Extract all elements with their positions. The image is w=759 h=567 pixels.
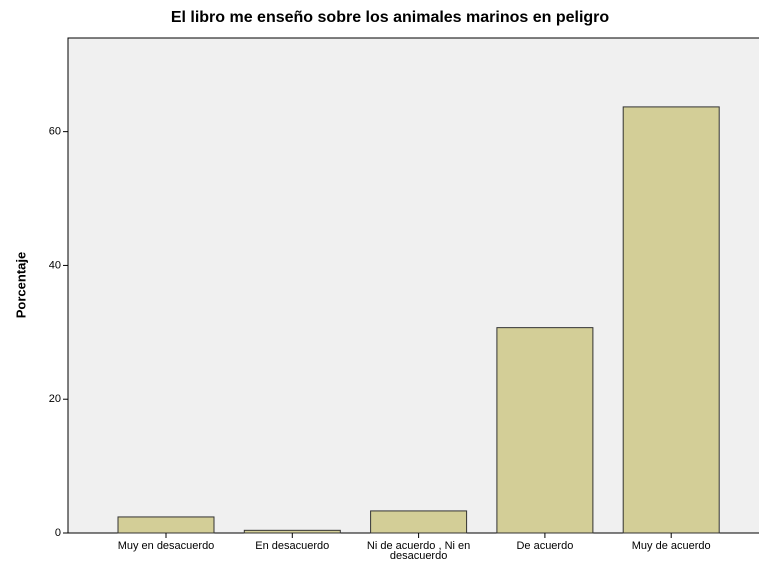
chart-title: El libro me enseño sobre los animales ma… <box>171 9 610 26</box>
bar <box>496 327 594 534</box>
bar <box>370 510 468 534</box>
y-tick-label: 40 <box>49 259 61 271</box>
x-tick-label: Ni de acuerdo , Ni en desacuerdo <box>366 540 471 562</box>
bar <box>117 516 215 534</box>
bar <box>622 106 720 534</box>
bar <box>243 529 341 534</box>
x-tick-label: En desacuerdo <box>255 540 330 552</box>
y-tick-label: 60 <box>49 126 61 138</box>
x-tick-label: Muy de acuerdo <box>631 540 711 552</box>
x-tick-label: De acuerdo <box>516 540 574 552</box>
y-tick-label: 20 <box>49 393 61 405</box>
y-tick-label: 0 <box>55 527 61 539</box>
x-tick-label: Muy en desacuerdo <box>117 540 215 552</box>
y-axis-label: Porcentaje <box>13 252 28 318</box>
